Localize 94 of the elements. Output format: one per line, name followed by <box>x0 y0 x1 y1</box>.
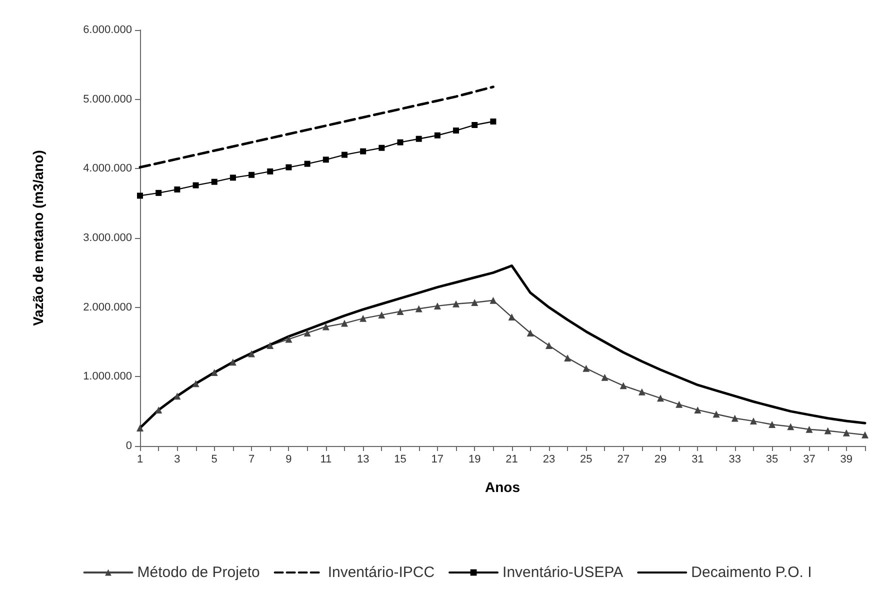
point <box>396 308 404 315</box>
point <box>340 320 348 327</box>
y-tick-label: 0 <box>126 440 132 452</box>
point <box>156 190 162 196</box>
point <box>248 350 256 358</box>
point <box>267 168 274 174</box>
x-axis-title: Anos <box>485 479 520 495</box>
point <box>285 336 292 343</box>
y-tick-label: 2.000.000 <box>83 301 132 314</box>
point <box>508 314 516 321</box>
x-tick-label: 7 <box>248 454 255 466</box>
x-tick-label: 3 <box>174 454 180 466</box>
point <box>620 382 627 390</box>
line-series <box>138 86 494 169</box>
point <box>564 354 572 362</box>
point <box>322 323 330 330</box>
x-tick-label: 11 <box>320 454 332 466</box>
x-tick-label: 13 <box>356 454 370 466</box>
point <box>434 132 440 138</box>
point <box>434 302 441 310</box>
y-tick-label: 6.000.000 <box>83 24 132 36</box>
x-tick-label: 5 <box>211 454 218 466</box>
x-tick-label: 31 <box>692 454 704 466</box>
point <box>862 431 868 438</box>
legend-label: Método de Projeto <box>137 564 260 581</box>
point <box>712 410 720 418</box>
point <box>638 388 646 396</box>
y-tick-label: 4.000.000 <box>83 162 132 175</box>
point <box>471 298 478 306</box>
point <box>824 427 832 434</box>
point <box>266 342 274 349</box>
point <box>453 128 460 134</box>
point <box>211 178 218 185</box>
x-tick-label: 25 <box>580 454 592 466</box>
x-tick-label: 27 <box>617 454 630 466</box>
x-tick-label: 19 <box>468 454 481 466</box>
point <box>545 342 552 349</box>
point <box>341 152 348 158</box>
point <box>378 144 385 151</box>
point <box>657 394 664 402</box>
point <box>230 174 236 181</box>
point <box>472 122 478 128</box>
legend-label: Inventário-USEPA <box>502 564 624 581</box>
x-tick-label: 1 <box>136 454 144 466</box>
point <box>526 329 534 336</box>
legend-label: Inventário-IPCC <box>328 564 435 581</box>
point <box>731 414 738 422</box>
x-tick-label: 37 <box>803 454 816 466</box>
point <box>360 314 367 322</box>
point <box>768 421 776 428</box>
point <box>192 380 200 388</box>
point <box>360 148 366 154</box>
point <box>174 392 181 400</box>
point <box>694 406 702 414</box>
x-tick-label: 23 <box>542 454 556 466</box>
point <box>676 400 683 408</box>
point <box>601 374 608 381</box>
point <box>416 136 422 142</box>
point <box>750 418 757 425</box>
y-tick-label: 5.000.000 <box>83 93 132 106</box>
x-tick-label: 21 <box>506 454 518 466</box>
x-tick-label: 39 <box>840 454 853 466</box>
x-tick-label: 29 <box>654 454 667 466</box>
x-tick-label: 35 <box>766 454 778 466</box>
y-tick-label: 1.000.000 <box>83 370 132 383</box>
point <box>490 118 496 125</box>
y-tick-label: 3.000.000 <box>83 232 132 244</box>
point <box>842 429 850 436</box>
x-tick-label: 17 <box>431 454 444 466</box>
point <box>155 406 162 414</box>
point <box>378 311 386 318</box>
point <box>322 156 329 163</box>
point <box>452 300 460 308</box>
y-axis-title: Vazão de metano (m3/ano) <box>30 150 46 326</box>
point <box>210 369 218 376</box>
point <box>787 423 794 430</box>
point <box>397 139 404 146</box>
legend-label: Decaimento P.O. I <box>691 564 812 581</box>
x-tick-label: 33 <box>728 454 741 466</box>
point <box>490 296 497 304</box>
point <box>286 164 292 170</box>
x-tick-label: 15 <box>394 454 406 466</box>
point <box>137 192 143 199</box>
x-tick-label: 9 <box>286 454 292 466</box>
point <box>192 182 199 188</box>
point <box>415 305 422 312</box>
point <box>304 329 311 336</box>
point <box>229 358 236 366</box>
point <box>304 160 310 167</box>
point <box>174 186 180 192</box>
point <box>248 172 255 178</box>
point <box>806 426 813 433</box>
point <box>582 364 590 372</box>
point <box>136 424 144 432</box>
